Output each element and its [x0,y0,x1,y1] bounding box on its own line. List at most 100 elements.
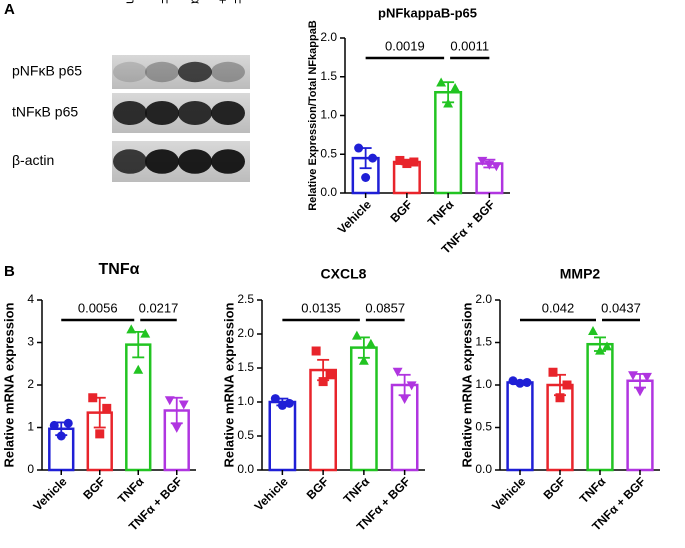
data-point [562,380,572,390]
y-tick-label: 1.0 [237,394,254,408]
y-tick-label: 2.0 [237,326,254,340]
data-point [126,324,137,334]
y-tick-label: 0.5 [320,146,337,160]
data-point [392,367,403,377]
blot-band [145,149,179,174]
chart-title: CXCL8 [321,266,367,282]
data-point [642,372,652,382]
data-point [361,173,371,182]
lane-label: TNFα + [216,0,231,4]
y-tick-label: 0.0 [320,185,337,199]
data-point [522,377,532,387]
y-axis-label: Relative mRNA expression [221,302,236,467]
x-tick-label: BGF [304,474,332,502]
blot-band [113,149,147,174]
blot-band [211,149,245,174]
p-value-label: 0.0857 [365,300,405,315]
x-tick-label: TNFα [577,474,609,506]
y-tick-label: 0.5 [475,420,492,434]
data-point [365,338,376,348]
x-tick-label: TNFα [425,197,457,229]
data-point [491,162,502,172]
data-point [354,143,364,153]
y-tick-label: 0.5 [237,428,254,442]
data-point [450,82,461,92]
bar [125,343,152,472]
p-value-label: 0.042 [542,300,575,315]
data-point [351,330,362,340]
data-point [555,393,565,403]
blot-band [178,61,212,83]
data-point [318,377,328,387]
x-tick-label: Vehicle [30,474,69,513]
chart-title: MMP2 [560,266,601,282]
y-tick-label: 1 [27,420,34,434]
panel-label: B [4,263,15,280]
blot-band [145,61,179,83]
data-point [164,396,175,406]
data-point [508,376,518,386]
data-point [325,370,335,380]
lane-label: BGF [156,0,171,4]
data-point [515,378,525,388]
blot-band [178,149,212,174]
data-point [49,420,59,430]
data-point [409,157,419,167]
blot-band [145,101,179,125]
data-point [635,387,645,397]
y-axis-label: Relative mRNA expression [1,302,16,467]
panel-label: A [4,1,15,18]
blot-band [113,101,147,125]
x-tick-label: BGF [387,197,415,225]
y-tick-label: 1.0 [320,108,337,122]
bar [506,381,534,472]
x-tick-label: Vehicle [335,197,374,236]
bar [309,368,338,472]
data-point [628,371,638,381]
x-tick-label: TNFα [115,474,147,506]
y-tick-label: 1.5 [475,335,492,349]
data-point [277,400,287,410]
blot-row-label: pNFκB p65 [12,63,82,79]
bar [268,400,297,472]
data-point [588,326,598,336]
bar [586,342,614,472]
data-point [88,393,98,403]
blot-band [178,101,212,125]
data-point [436,77,447,87]
p-value-label: 0.0011 [450,38,489,53]
y-tick-label: 3 [27,335,34,349]
data-point [395,155,405,165]
data-point [399,395,410,404]
y-tick-label: 2 [27,377,34,391]
chart-title: pNFkappaB-p65 [378,5,477,20]
y-axis-label: Relative mRNA expression [459,302,474,467]
bar [349,346,378,472]
p-value-label: 0.0135 [301,300,341,315]
data-point [171,423,182,433]
data-point [270,394,280,404]
y-axis-label: Relative Expression/Total NFkappaB [307,20,319,211]
data-point [368,153,378,163]
data-point [477,156,488,166]
y-tick-label: 0.0 [237,462,254,476]
blot-row-label: β-actin [12,152,54,168]
data-point [102,403,112,413]
x-tick-label: Vehicle [489,474,528,513]
data-point [595,345,605,355]
data-point [484,160,495,170]
data-point [548,367,558,377]
data-point [56,431,66,441]
p-value-label: 0.0217 [139,300,179,315]
y-tick-label: 4 [27,292,34,306]
data-point [63,418,73,428]
data-point [358,355,369,365]
data-point [443,98,454,108]
data-point [402,159,412,169]
data-point [406,381,417,391]
y-tick-label: 1.5 [320,69,337,83]
y-tick-label: 2.0 [320,30,337,44]
lane-label: TNFα [189,0,204,4]
x-tick-label: TNFα [341,474,373,506]
